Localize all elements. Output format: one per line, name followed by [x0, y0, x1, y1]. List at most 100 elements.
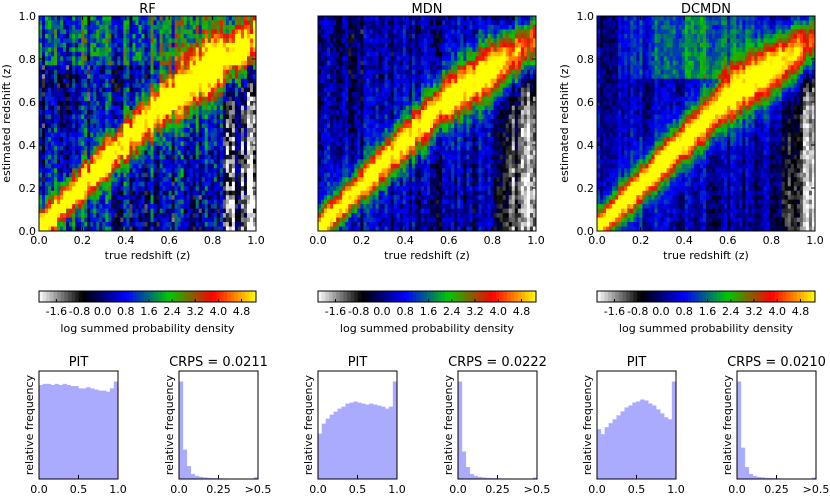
colorbar-tick-label: 4.0 [489, 305, 507, 318]
pit-bar [54, 383, 59, 480]
pit-bar [608, 423, 613, 480]
x-tick-label: 0.2 [74, 234, 92, 247]
pit-bar [42, 383, 48, 480]
heatmap-frame [38, 15, 257, 232]
colorbar-2 [318, 291, 537, 302]
colorbar-3 [597, 291, 816, 302]
pit-bar [616, 415, 621, 480]
crps-frame [457, 370, 538, 480]
crps-bar [186, 466, 192, 480]
colorbar-tick-label: 1.6 [420, 305, 438, 318]
pit-x-tick-label: 1.0 [667, 483, 685, 496]
colorbar-label: log summed probability density [619, 322, 794, 335]
colorbar-tick-label: 0.0 [373, 305, 391, 318]
pit-bar [663, 417, 669, 480]
crps-histogram-1 [178, 381, 259, 480]
crps-x-tick-label: >0.5 [803, 483, 830, 496]
pit-bar [329, 414, 335, 480]
colorbar-tick-label: -1.6 [604, 305, 625, 318]
crps-bar [465, 467, 471, 480]
crps-x-tick-label: >0.5 [524, 483, 551, 496]
pit-bar [105, 391, 111, 480]
y-tick-label: 1.0 [577, 10, 595, 23]
crps-bar [457, 381, 463, 480]
colorbar-tick-label: 2.4 [163, 305, 181, 318]
x-tick-label: 1.0 [527, 234, 545, 247]
heatmap-frame [317, 15, 537, 232]
crps-bar [190, 473, 196, 480]
crps-bar [736, 381, 742, 480]
y-tick-label: 0.6 [577, 96, 595, 109]
colorbar-tick-label: 3.2 [466, 305, 484, 318]
crps-histogram-2 [457, 381, 538, 480]
pit-bar [620, 411, 625, 480]
pit-bar [62, 383, 67, 480]
pit-bar [381, 406, 386, 480]
crps-y-axis-label: relative frequency [721, 374, 734, 475]
pit-y-axis-label: relative frequency [302, 374, 315, 475]
x-tick-label: 0.4 [396, 234, 414, 247]
pit-bar [596, 429, 602, 480]
colorbar-tick-label: 0.8 [675, 305, 693, 318]
pit-bar [361, 403, 366, 480]
crps-x-tick-label: 0.0 [728, 483, 746, 496]
crps-x-tick-label: >0.5 [245, 483, 272, 496]
y-tick-label: 0.2 [577, 182, 595, 195]
pit-bar [600, 434, 606, 480]
colorbar-frame [317, 290, 537, 303]
colorbar-tick-label: 0.0 [94, 305, 112, 318]
pit-x-tick-label: 1.0 [388, 483, 406, 496]
x-tick-label: 0.2 [632, 234, 650, 247]
crps-bar [178, 381, 184, 480]
x-tick-label: 0.0 [588, 234, 606, 247]
crps-x-tick-label: 0.0 [449, 483, 467, 496]
colorbar-tick-label: 1.6 [699, 305, 717, 318]
pit-bar [357, 402, 362, 480]
x-axis-label: true redshift (z) [105, 249, 191, 262]
x-axis-label: true redshift (z) [663, 249, 749, 262]
colorbar-tick-label: 2.4 [722, 305, 740, 318]
y-axis-label: estimated redshift (z) [0, 64, 13, 183]
colorbar-tick-label: 1.6 [140, 305, 158, 318]
y-tick-label: 0.6 [19, 96, 37, 109]
x-tick-label: 0.8 [763, 234, 781, 247]
colorbar-label: log summed probability density [60, 322, 235, 335]
y-tick-label: 0.8 [577, 53, 595, 66]
crps-bar [740, 447, 746, 480]
x-tick-label: 1.0 [247, 234, 265, 247]
pit-bar [671, 381, 677, 480]
crps-frame [736, 370, 817, 480]
y-tick-label: 0.0 [577, 225, 595, 238]
crps-x-tick-label: 0.25 [764, 483, 789, 496]
pit-bar [66, 384, 71, 480]
density-map-1 [39, 16, 256, 231]
colorbar-1 [39, 291, 257, 302]
crps-x-tick-label: 0.0 [170, 483, 188, 496]
x-tick-label: 0.2 [353, 234, 371, 247]
pit-bar [98, 390, 103, 480]
pit-x-tick-label: 0.5 [70, 483, 88, 496]
crps-x-tick-label: 0.25 [206, 483, 231, 496]
colorbar-tick-label: 4.0 [210, 305, 228, 318]
colorbar-tick-label: -0.8 [627, 305, 648, 318]
pit-bar [365, 404, 370, 480]
crps-bar [182, 449, 188, 480]
pit-bar [624, 407, 629, 480]
pit-histogram-3 [596, 381, 677, 480]
x-tick-label: 0.0 [309, 234, 327, 247]
y-axis-label: estimated redshift (z) [558, 64, 571, 183]
crps-y-axis-label: relative frequency [163, 374, 176, 475]
pit-bar [384, 408, 390, 480]
colorbar-tick-label: 0.0 [652, 305, 670, 318]
pit-title: PIT [69, 355, 89, 370]
crps-frame [178, 370, 259, 480]
colorbar-tick-label: 0.8 [117, 305, 135, 318]
pit-bar [656, 409, 661, 480]
pit-bar [353, 401, 358, 480]
pit-bar [333, 411, 338, 480]
colorbar-tick-label: -1.6 [46, 305, 67, 318]
colorbar-tick-label: 3.2 [186, 305, 204, 318]
crps-histogram-3 [736, 381, 817, 480]
pit-y-axis-label: relative frequency [23, 374, 36, 475]
